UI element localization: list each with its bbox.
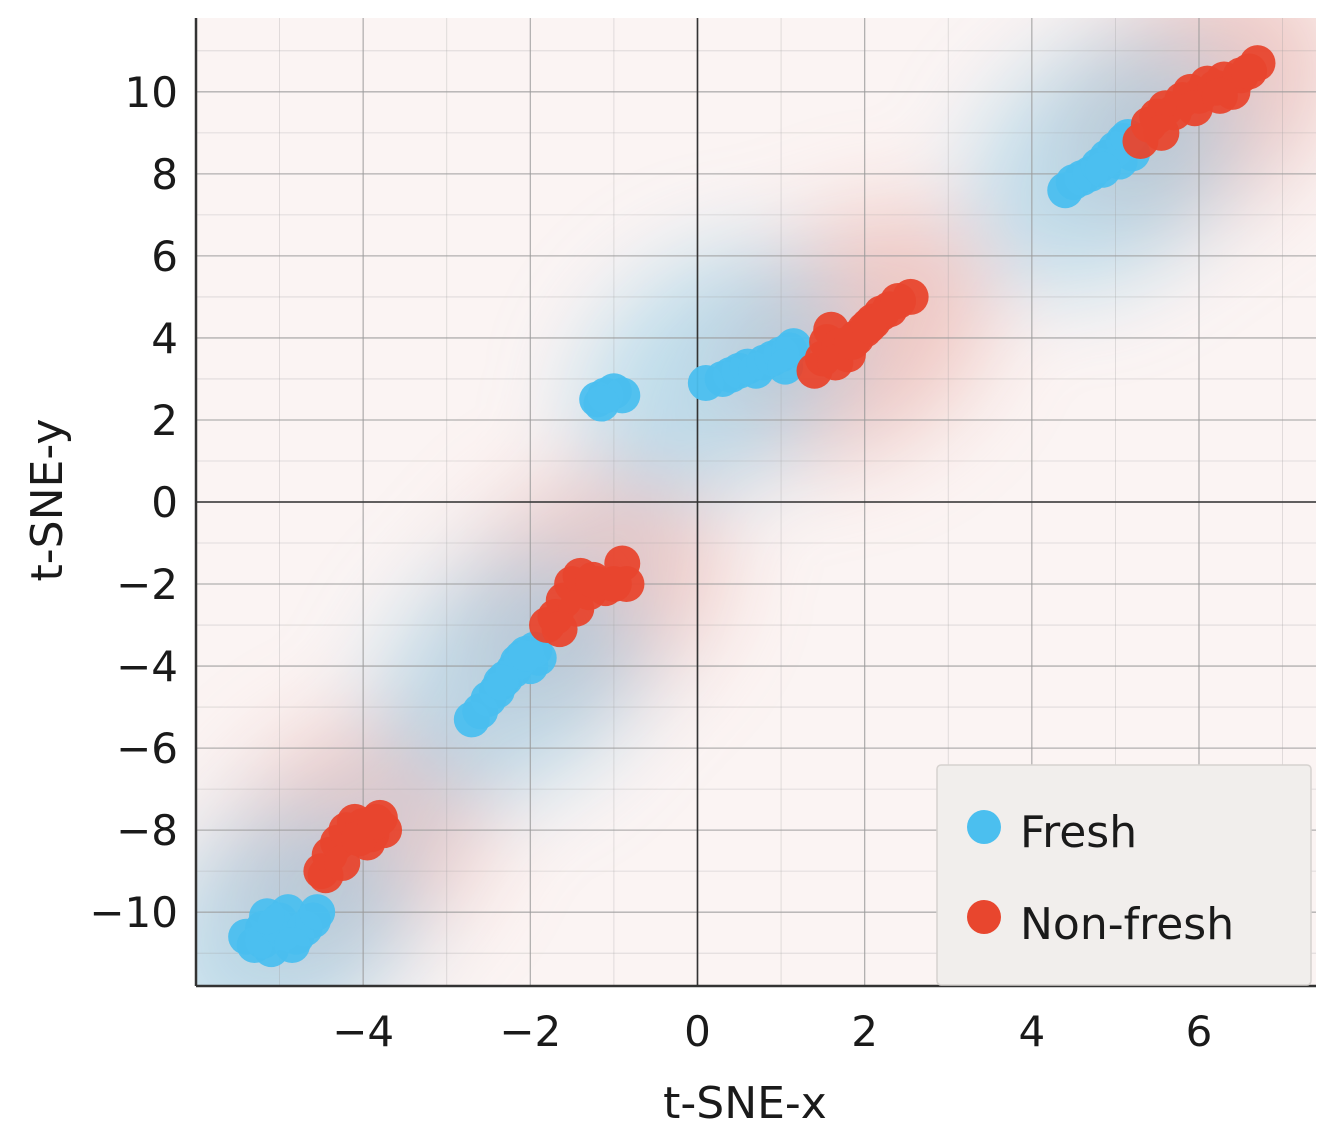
x-tick-label: 4 — [1018, 1007, 1045, 1056]
legend-label-fresh: Fresh — [1020, 807, 1137, 858]
point-fresh — [483, 664, 520, 701]
legend-marker-non-fresh — [967, 900, 1001, 934]
legend-label-non-fresh: Non-fresh — [1020, 899, 1234, 950]
legend-marker-fresh — [967, 810, 1001, 844]
y-tick-label: −2 — [116, 560, 178, 609]
data-points — [228, 45, 1276, 968]
point-non-fresh — [575, 561, 612, 598]
point-fresh — [767, 348, 804, 385]
y-tick-label: −6 — [116, 724, 178, 773]
y-tick-labels: −10 −8 −6 −4 −2 0 2 4 6 8 10 — [89, 68, 178, 937]
point-fresh — [274, 926, 311, 963]
x-tick-label: 2 — [851, 1007, 878, 1056]
y-tick-label: 2 — [151, 396, 178, 445]
zero-axes-lines — [196, 18, 1316, 986]
axes-frame — [194, 18, 1316, 988]
x-tick-label: 0 — [684, 1007, 711, 1056]
y-tick-label: 10 — [125, 68, 178, 117]
y-tick-label: −10 — [89, 888, 178, 937]
y-tick-label: 4 — [151, 314, 178, 363]
y-tick-label: 0 — [151, 478, 178, 527]
x-tick-label: −2 — [499, 1007, 561, 1056]
point-fresh — [508, 635, 545, 672]
point-fresh — [299, 894, 336, 931]
legend: Fresh Non-fresh — [936, 764, 1312, 986]
point-fresh — [583, 385, 620, 422]
point-non-fresh — [1201, 77, 1238, 114]
point-non-fresh — [541, 611, 578, 648]
point-non-fresh — [1239, 45, 1276, 82]
point-non-fresh — [892, 278, 929, 315]
point-non-fresh — [850, 307, 887, 344]
point-non-fresh — [357, 803, 394, 840]
point-non-fresh — [608, 566, 645, 603]
legend-box — [936, 764, 1312, 986]
y-tick-label: −8 — [116, 806, 178, 855]
x-tick-label: 6 — [1186, 1007, 1213, 1056]
point-fresh — [249, 898, 286, 935]
x-axis-title: t-SNE-x — [663, 1078, 827, 1129]
y-tick-label: −4 — [116, 642, 178, 691]
point-non-fresh — [1143, 114, 1180, 151]
x-tick-label: −4 — [332, 1007, 394, 1056]
series-non-fresh — [303, 45, 1276, 894]
x-tick-labels: −4 −2 0 2 4 6 — [332, 1007, 1212, 1056]
y-tick-label: 8 — [151, 150, 178, 199]
point-fresh — [1084, 151, 1121, 188]
y-axis-title: t-SNE-y — [22, 419, 73, 582]
y-tick-label: 6 — [151, 232, 178, 281]
